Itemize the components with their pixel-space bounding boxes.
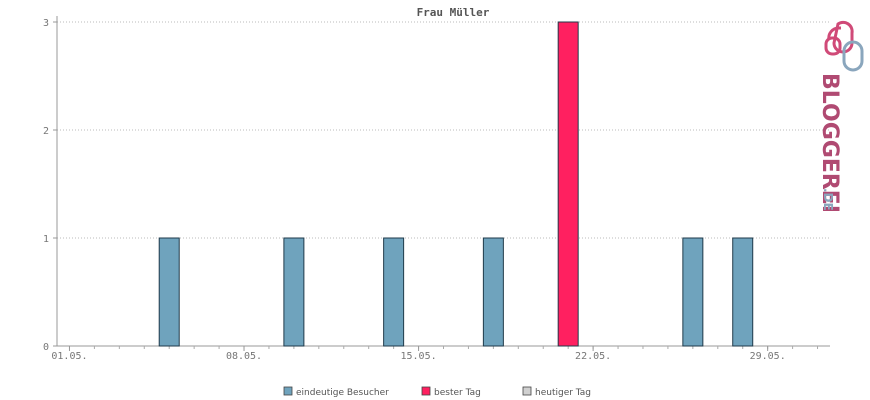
bar	[682, 237, 704, 347]
legend-label: eindeutige Besucher	[296, 388, 389, 398]
legend-swatch	[283, 386, 293, 396]
y-tick-label: 1	[43, 234, 49, 245]
bar	[557, 21, 579, 347]
tick-labels: 0 1 2 3 01.05. 08.05. 15.05. 22.05. 29.05.	[43, 18, 786, 362]
bar	[482, 237, 504, 347]
chart-title: Frau Müller	[417, 6, 490, 19]
bars	[158, 21, 754, 347]
logo-suffix: .DE	[821, 188, 835, 211]
legend-swatch	[421, 386, 431, 396]
x-tick-label: 22.05.	[575, 351, 611, 362]
legend-label: bester Tag	[434, 388, 481, 398]
legend: eindeutige Besucher bester Tag heutiger Ta…	[283, 386, 591, 398]
y-tick-label: 3	[43, 18, 49, 29]
x-tick-label: 08.05.	[226, 351, 262, 362]
y-tick-label: 2	[43, 126, 49, 137]
logo-icon	[824, 20, 864, 72]
bloggerei-logo: BLOGGEREI .DE	[817, 20, 864, 213]
x-tick-label: 29.05.	[750, 351, 786, 362]
legend-swatch	[522, 386, 532, 396]
bar	[283, 237, 305, 347]
bar	[732, 237, 754, 347]
logo-text: BLOGGEREI	[817, 73, 842, 213]
bar	[383, 237, 405, 347]
bar	[158, 237, 180, 347]
y-tick-label: 0	[43, 342, 49, 353]
x-tick-label: 15.05.	[401, 351, 437, 362]
legend-label: heutiger Tag	[535, 388, 591, 398]
grid	[57, 21, 830, 239]
x-tick-label: 01.05.	[51, 351, 87, 362]
